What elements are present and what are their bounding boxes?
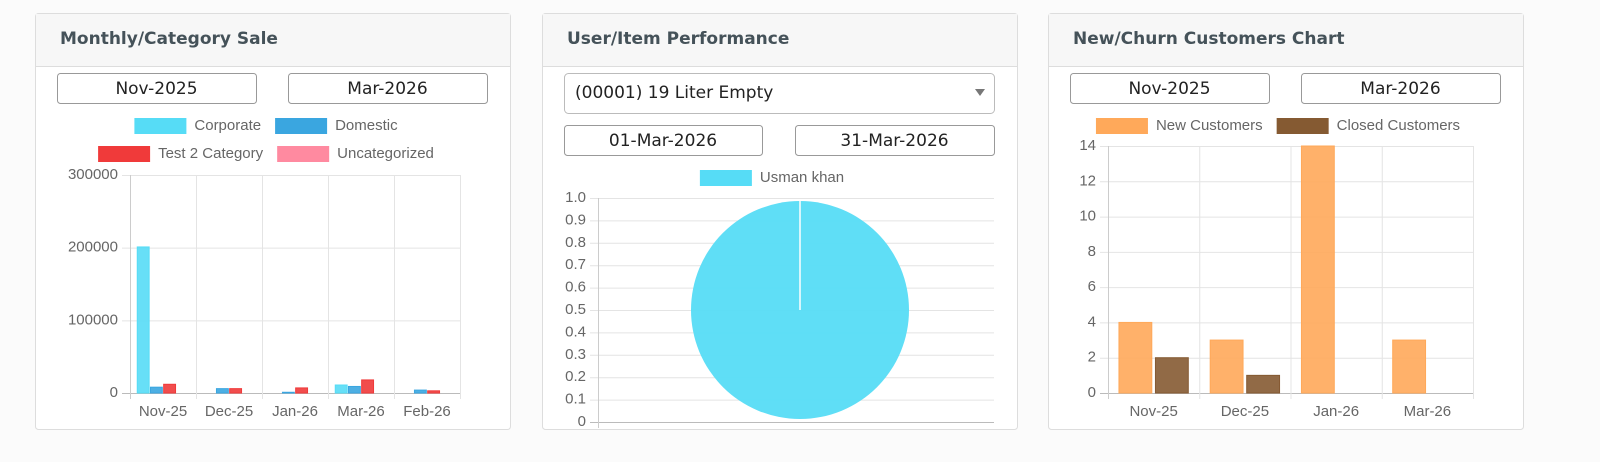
y-tick-label: 100000 bbox=[68, 311, 118, 328]
date-field-value: 01-Mar-2026 bbox=[609, 131, 717, 151]
legend-swatch bbox=[699, 170, 752, 186]
legend-swatch bbox=[1095, 118, 1148, 134]
x-tick-label: Jan-26 bbox=[1313, 403, 1359, 420]
bar bbox=[1118, 321, 1153, 394]
bar bbox=[334, 384, 348, 394]
date-field-value: 31-Mar-2026 bbox=[840, 131, 948, 151]
y-tick-label: 0 bbox=[1088, 384, 1096, 401]
bar bbox=[149, 386, 163, 394]
date-field-value: Nov-2025 bbox=[115, 79, 197, 99]
panel bbox=[35, 13, 511, 430]
y-tick-label: 12 bbox=[1079, 172, 1096, 189]
bar bbox=[215, 388, 229, 394]
x-tick-label: Mar-26 bbox=[337, 403, 385, 420]
bar bbox=[281, 391, 295, 394]
x-tick-label: Nov-25 bbox=[139, 403, 187, 420]
panel-header bbox=[36, 14, 510, 66]
x-tick-label: Dec-25 bbox=[1221, 403, 1269, 420]
date-field-value: Mar-2026 bbox=[1360, 79, 1440, 99]
y-tick-label: 0 bbox=[110, 384, 118, 401]
y-tick-label: 6 bbox=[1088, 278, 1096, 295]
panel-header bbox=[1049, 14, 1523, 66]
y-tick-label: 0.3 bbox=[565, 346, 586, 363]
legend-swatch bbox=[98, 146, 151, 162]
y-tick-label: 0 bbox=[578, 413, 586, 430]
legend-label: Usman khan bbox=[760, 169, 844, 186]
y-tick-label: 4 bbox=[1088, 313, 1096, 330]
x-tick-label: Dec-25 bbox=[205, 403, 253, 420]
legend-label: Uncategorized bbox=[337, 145, 434, 162]
bar bbox=[295, 387, 309, 394]
date-field-value: Mar-2026 bbox=[347, 79, 427, 99]
y-tick-label: 14 bbox=[1079, 137, 1096, 154]
legend-swatch bbox=[275, 118, 328, 134]
bar bbox=[1392, 339, 1427, 394]
dropdown[interactable] bbox=[564, 73, 995, 114]
date-field[interactable] bbox=[288, 73, 488, 104]
panel-header bbox=[543, 14, 1017, 66]
y-tick-label: 0.4 bbox=[565, 323, 586, 340]
bar bbox=[1300, 145, 1335, 394]
legend-label: Test 2 Category bbox=[158, 145, 264, 162]
legend-label: Closed Customers bbox=[1337, 117, 1460, 134]
y-tick-label: 200000 bbox=[68, 239, 118, 256]
y-tick-label: 10 bbox=[1079, 208, 1096, 225]
date-field[interactable] bbox=[57, 73, 257, 104]
bar bbox=[413, 389, 427, 394]
y-tick-label: 0.5 bbox=[565, 301, 586, 318]
y-tick-label: 8 bbox=[1088, 243, 1096, 260]
bar bbox=[1154, 357, 1189, 394]
panel bbox=[1048, 13, 1524, 430]
panel-title: New/Churn Customers Chart bbox=[1073, 29, 1345, 49]
y-tick-label: 0.1 bbox=[565, 391, 586, 408]
legend-swatch bbox=[134, 118, 187, 134]
bar bbox=[229, 388, 243, 394]
y-tick-label: 1.0 bbox=[565, 189, 586, 206]
panel-title: User/Item Performance bbox=[567, 29, 789, 49]
legend-label: New Customers bbox=[1156, 117, 1263, 134]
legend-swatch bbox=[277, 146, 330, 162]
y-tick-label: 0.7 bbox=[565, 256, 586, 273]
y-tick-label: 0.2 bbox=[565, 368, 586, 385]
date-field[interactable] bbox=[564, 125, 763, 156]
legend-label: Corporate bbox=[194, 117, 261, 134]
bar bbox=[361, 379, 375, 394]
y-tick-label: 0.6 bbox=[565, 279, 586, 296]
y-tick-label: 0.9 bbox=[565, 211, 586, 228]
bar bbox=[427, 390, 441, 394]
date-field[interactable] bbox=[795, 125, 995, 156]
date-field-value: Nov-2025 bbox=[1128, 79, 1210, 99]
dropdown-arrow bbox=[975, 89, 985, 96]
panel-title: Monthly/Category Sale bbox=[60, 29, 278, 49]
bar bbox=[1246, 374, 1281, 394]
legend-swatch bbox=[1276, 118, 1329, 134]
bar bbox=[347, 385, 361, 394]
dropdown-value: (00001) 19 Liter Empty bbox=[575, 83, 773, 103]
date-field[interactable] bbox=[1070, 73, 1270, 104]
x-tick-label: Jan-26 bbox=[272, 403, 318, 420]
bar bbox=[163, 383, 177, 394]
bar bbox=[136, 246, 150, 394]
x-tick-label: Nov-25 bbox=[1129, 403, 1177, 420]
date-field[interactable] bbox=[1301, 73, 1501, 104]
x-tick-label: Feb-26 bbox=[403, 403, 451, 420]
legend-label: Domestic bbox=[335, 117, 398, 134]
x-tick-label: Mar-26 bbox=[1404, 403, 1452, 420]
bar bbox=[1209, 339, 1244, 394]
y-tick-label: 0.8 bbox=[565, 234, 586, 251]
y-tick-label: 300000 bbox=[68, 166, 118, 183]
y-tick-label: 2 bbox=[1088, 349, 1096, 366]
